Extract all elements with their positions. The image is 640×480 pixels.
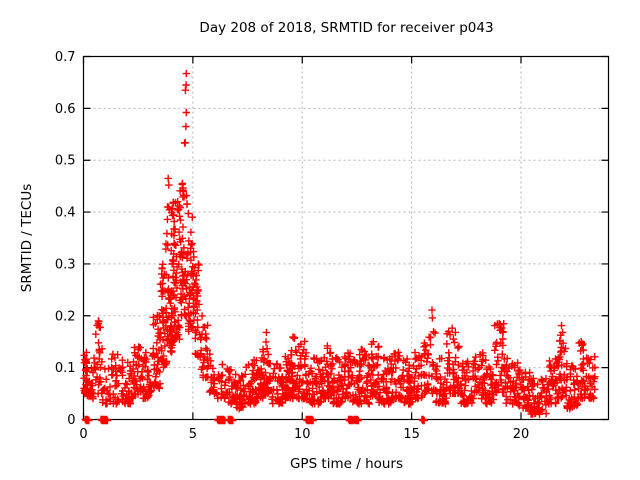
x-tick-label: 10 [294,427,311,442]
y-tick-label: 0 [67,413,75,428]
grid-lines [83,56,609,420]
x-tick-label: 0 [79,427,87,442]
y-tick-label: 0.3 [55,257,76,272]
y-tick-label: 0.7 [55,50,76,65]
y-tick-label: 0.2 [55,309,76,324]
data-points [80,69,599,425]
y-tick-label: 0.5 [55,154,76,169]
y-tick-label: 0.6 [55,102,76,117]
data-point-markers [80,69,599,425]
x-axis-label: GPS time / hours [289,456,404,472]
y-tick-label: 0.4 [55,206,76,221]
y-tick-label: 0.1 [55,361,76,376]
x-tick-label: 20 [513,427,530,442]
tick-labels: 0 5 10 15 20 0 0.1 0.2 0.3 0.4 0.5 0.6 0.7 [55,50,529,442]
x-tick-label: 5 [189,427,197,442]
axis-ticks [82,55,609,421]
x-tick-label: 15 [403,427,420,442]
chart-title: Day 208 of 2018, SRMTID for receiver p04… [199,20,494,36]
